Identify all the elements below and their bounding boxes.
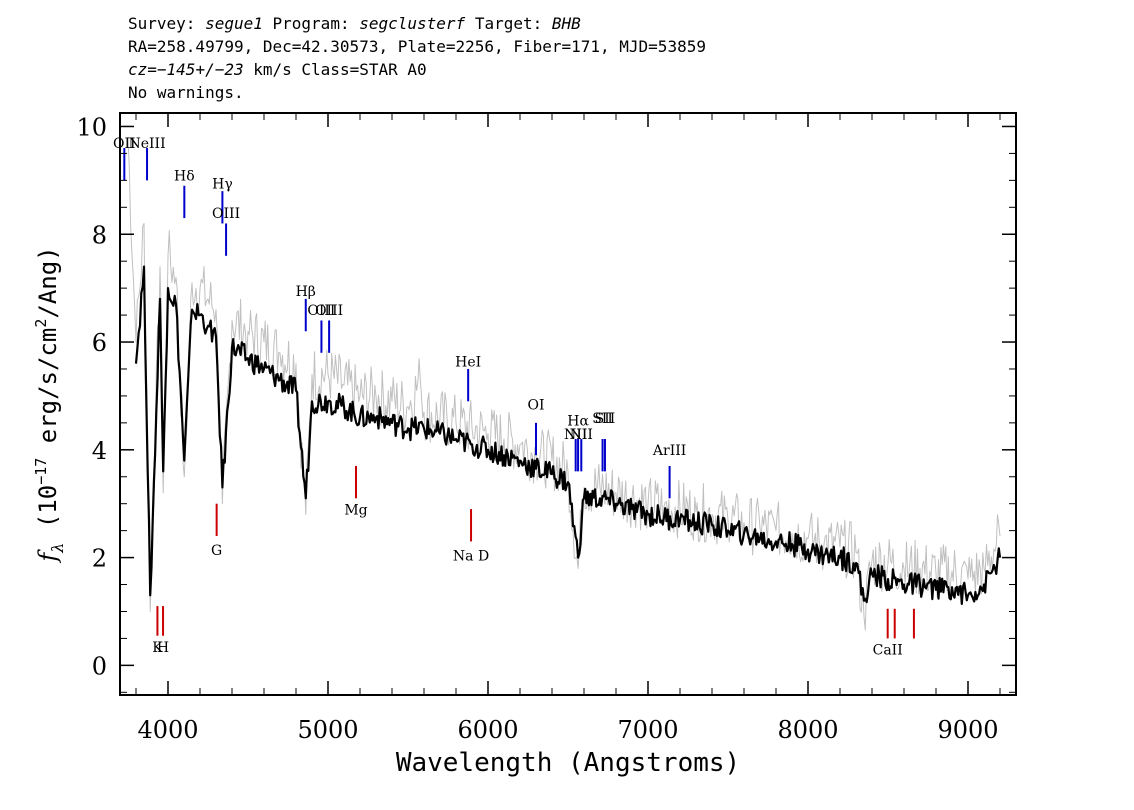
emission-line-label: OIII [307, 303, 335, 319]
x-tick-label: 6000 [457, 716, 518, 744]
program-label: Program: [272, 14, 350, 33]
x-axis-label: Wavelength (Angstroms) [396, 748, 740, 778]
y-tick-label: 8 [92, 221, 107, 249]
emission-line-label: Hβ [296, 284, 316, 300]
axes-group: 4000 5000 6000 7000 8000 9000 0 2 4 6 8 10 [76, 113, 1016, 744]
target-value: BHB [551, 14, 581, 33]
y-axis-label: fλ (10−17 erg/s/cm2/Ang) [32, 246, 67, 563]
emission-line-label: HeI [455, 354, 481, 370]
y-tick-label: 0 [92, 652, 107, 680]
emission-line-label: Hδ [174, 168, 195, 184]
emission-line-label: NeIII [128, 136, 165, 152]
emission-line-label: OI [527, 397, 544, 413]
line-markers-group: OIINeIIIHδHγOIIIHβOIIIOIIIHeIOINIIHαNIIS… [113, 136, 915, 659]
emission-line-label: SII [592, 411, 613, 427]
y-label-exponent: −17 [32, 458, 50, 485]
plot-frame [119, 112, 1017, 696]
target-label: Target: [474, 14, 543, 33]
y-label-lambda: λ [48, 543, 67, 554]
survey-label: Survey: [128, 14, 196, 33]
series-line-smoothed [134, 265, 1002, 606]
emission-line-label: SII [595, 411, 616, 427]
x-tick-label: 9000 [937, 716, 998, 744]
emission-line-label: Hα [567, 414, 589, 430]
y-tick-label: 4 [92, 437, 107, 465]
y-tick-label: 10 [76, 113, 107, 141]
absorption-line-label: CaII [873, 643, 903, 659]
x-tick-label: 4000 [137, 716, 198, 744]
series-group [127, 137, 1002, 631]
header-line-2: RA=258.49799, Dec=42.30573, Plate=2256, … [128, 37, 706, 56]
header-line-4: No warnings. [128, 83, 244, 102]
class-text: km/s Class=STAR A0 [243, 60, 427, 79]
y-label-units: erg/s/cm [34, 328, 62, 458]
header-line-3: cz=−145+/−23 km/s Class=STAR A0 [128, 58, 706, 81]
emission-line-label: OII [113, 136, 136, 152]
cz-label: cz= [128, 60, 157, 79]
absorption-line-label: H [157, 640, 169, 656]
y-label-open: (10 [34, 485, 62, 543]
series-line-unsmoothed [127, 137, 1001, 631]
survey-value: segue1 [205, 14, 263, 33]
emission-line-label: NII [570, 427, 593, 443]
absorption-line-label: K [152, 640, 163, 656]
y-tick-label: 2 [92, 545, 107, 573]
y-label-close: /Ang) [34, 246, 62, 318]
x-tick-label: 7000 [617, 716, 678, 744]
spectrum-header: Survey: segue1 Program: segclusterf Targ… [128, 12, 706, 104]
emission-line-label: Hγ [212, 176, 233, 192]
absorption-line-label: Mg [344, 502, 367, 518]
cz-value: −145+/−23 [156, 60, 244, 79]
header-line-1: Survey: segue1 Program: segclusterf Targ… [128, 12, 706, 35]
y-label-square: 2 [32, 319, 50, 328]
absorption-line-label: Na D [453, 548, 489, 564]
program-value: segclusterf [359, 14, 466, 33]
absorption-line-label: G [211, 543, 222, 559]
emission-line-label: OIII [315, 303, 343, 319]
emission-line-label: OIII [212, 206, 240, 222]
emission-line-label: ArIII [652, 443, 686, 459]
x-tick-label: 5000 [297, 716, 358, 744]
x-tick-label: 8000 [777, 716, 838, 744]
y-tick-label: 6 [92, 329, 107, 357]
